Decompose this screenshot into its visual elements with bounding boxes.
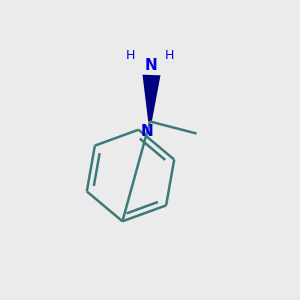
Polygon shape — [142, 75, 160, 122]
Text: N: N — [141, 124, 153, 139]
Text: H: H — [126, 49, 135, 62]
Text: H: H — [165, 49, 174, 62]
Text: N: N — [145, 58, 158, 74]
